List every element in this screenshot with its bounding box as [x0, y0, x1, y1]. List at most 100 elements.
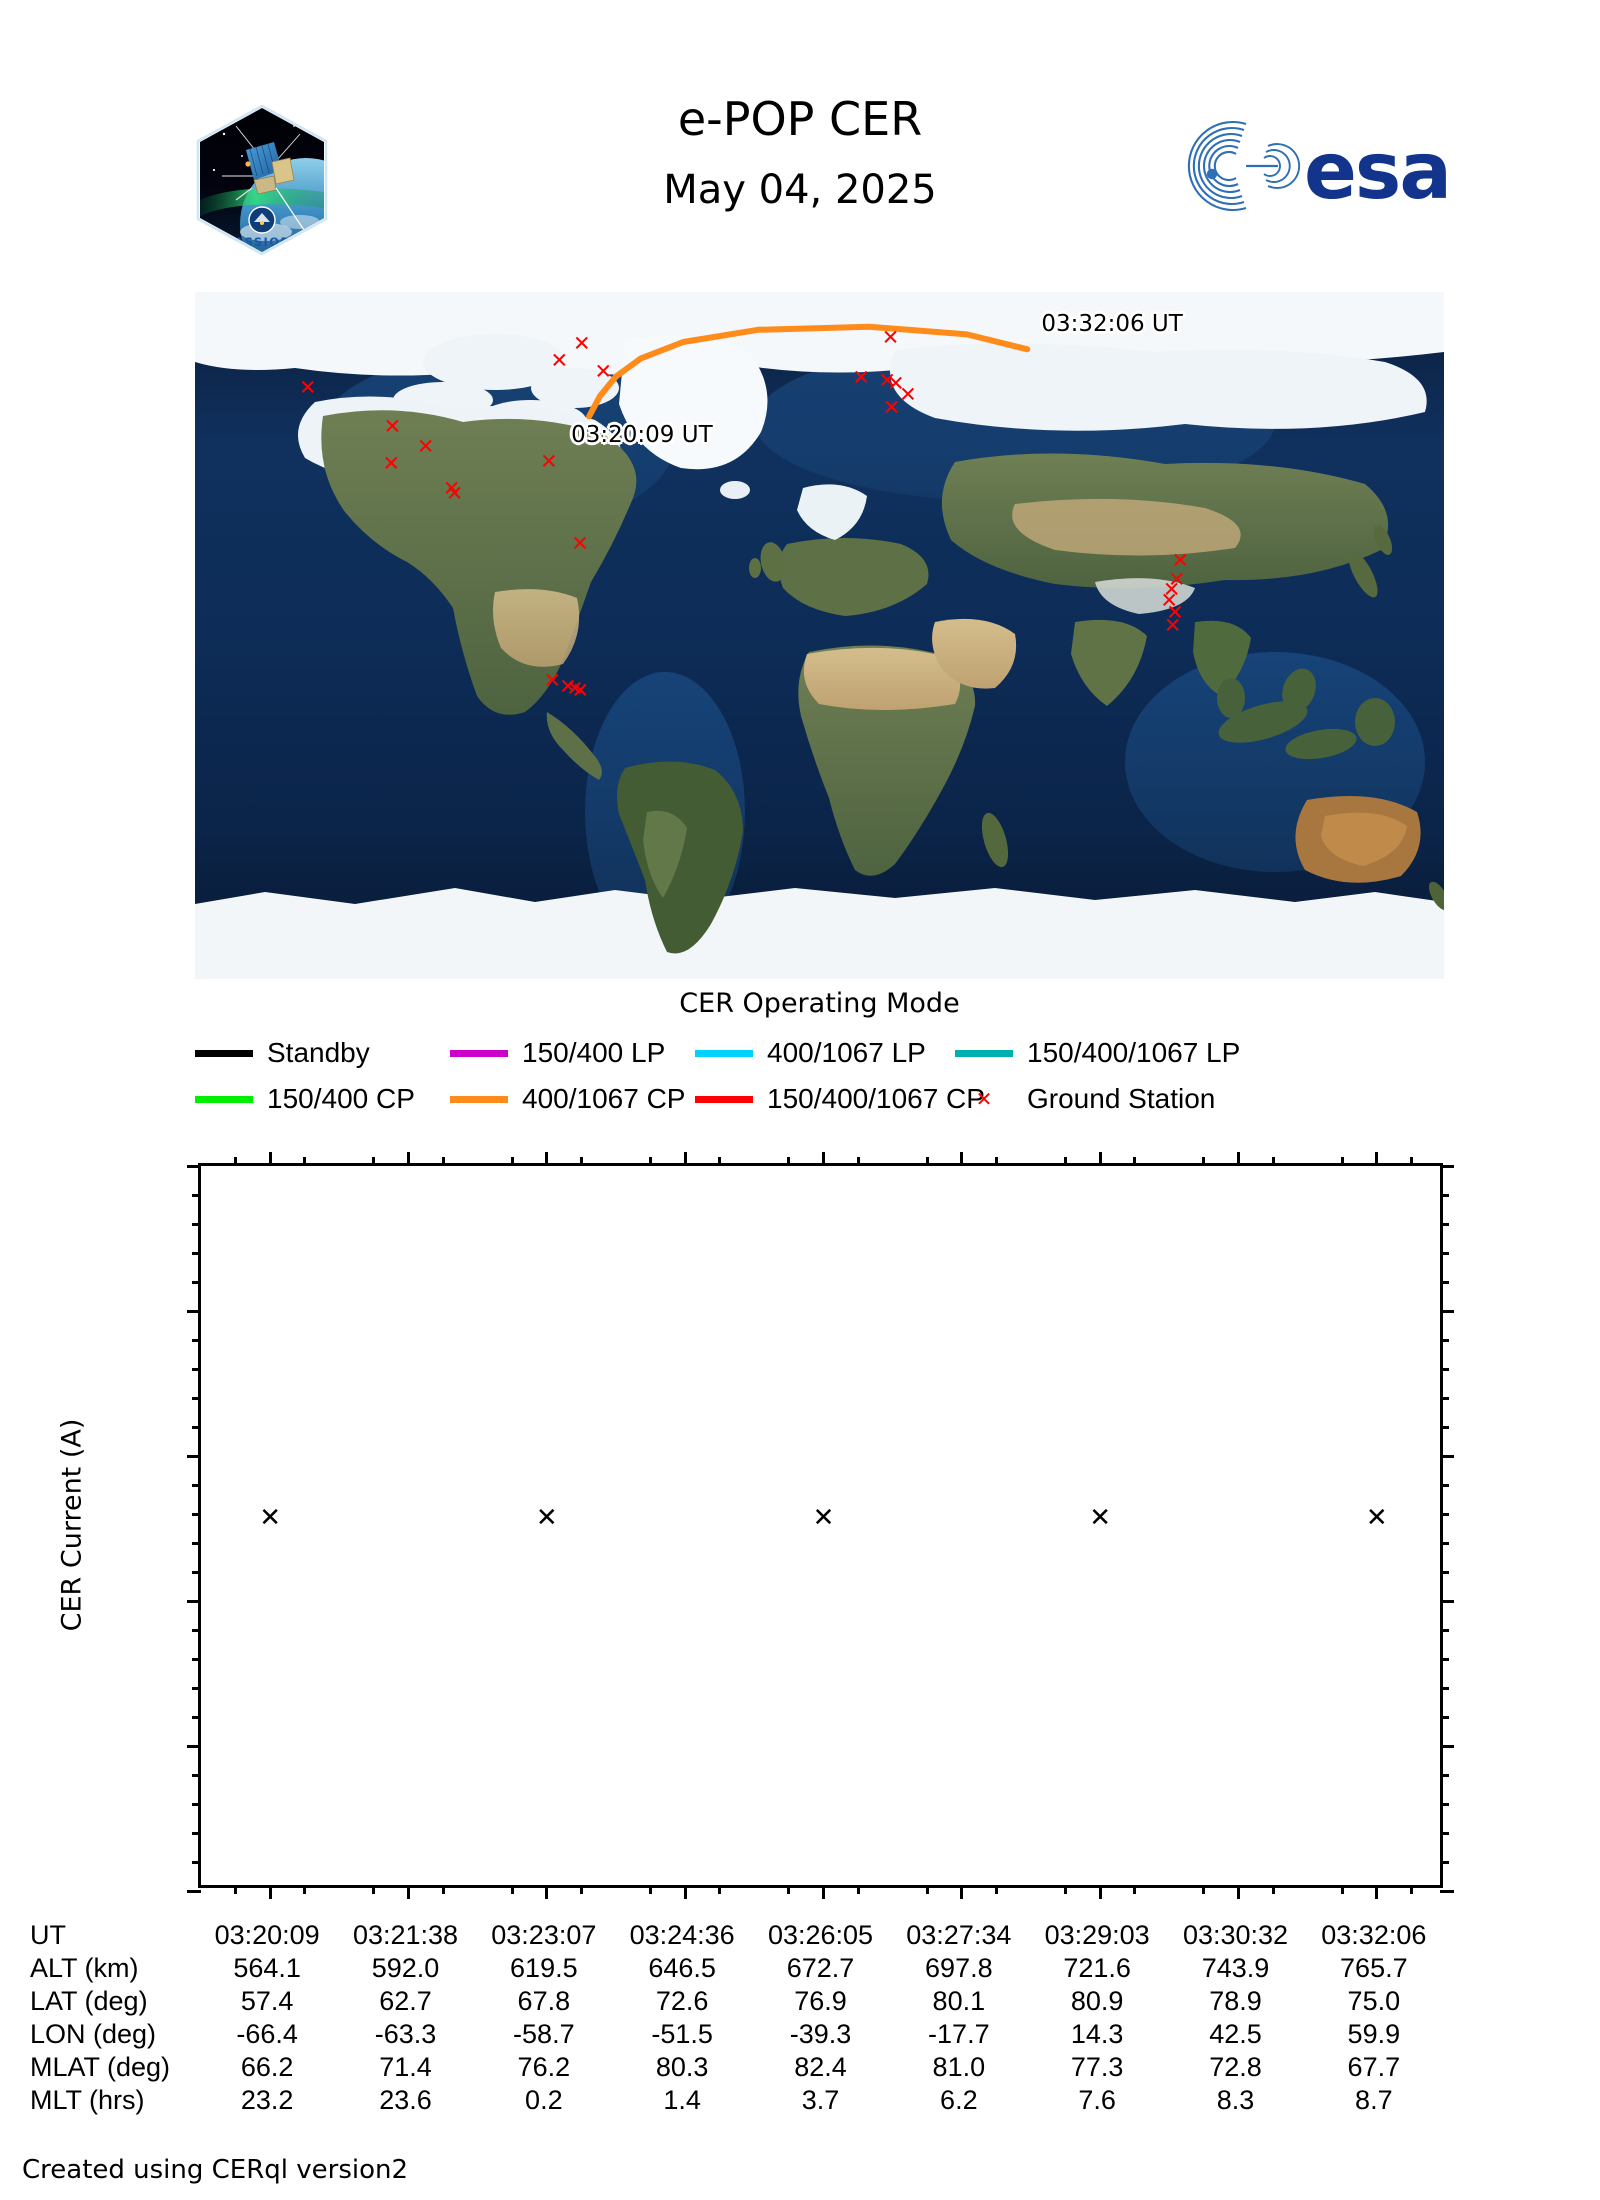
x-axis-minor-tick	[510, 1157, 514, 1166]
x-axis-minor-tick	[1409, 1885, 1413, 1894]
y-axis-minor-tick	[192, 1425, 201, 1429]
operating-mode-legend: Standby 150/400 LP 400/1067 LP 150/400/1067…	[195, 1032, 1460, 1124]
data-point-marker: ✕	[1089, 1501, 1112, 1532]
y-axis-minor-tick	[192, 1251, 201, 1255]
y-axis-minor-tick	[192, 1396, 201, 1400]
table-cell: 78.9	[1209, 1986, 1262, 2016]
y-axis-minor-tick	[192, 1367, 201, 1371]
table-row-label: LAT (deg)	[30, 1986, 148, 2016]
x-axis-minor-tick	[234, 1885, 238, 1894]
y-axis-major-tick	[187, 1164, 201, 1168]
x-axis-major-tick	[822, 1885, 825, 1899]
legend-entry-150-400-lp[interactable]: 150/400 LP	[450, 1032, 665, 1074]
ground-station-marker: ✕	[1162, 577, 1181, 602]
table-cell: 03:26:05	[767, 1920, 874, 1950]
legend-entry-400-1067-lp[interactable]: 400/1067 LP	[695, 1032, 926, 1074]
title-block: e-POP CER May 04, 2025	[400, 96, 1200, 210]
legend-color-swatch	[450, 1049, 508, 1057]
x-axis-minor-tick	[1202, 1157, 1206, 1166]
ground-station-marker: ✕	[298, 375, 317, 400]
cer-current-plot[interactable]: ✕ ✕ ✕ ✕ ✕	[187, 1152, 1454, 1899]
table-cell: 66.2	[240, 2052, 294, 2082]
y-axis-minor-tick	[1440, 1773, 1449, 1777]
table-cell: 76.9	[794, 1986, 847, 2016]
page-title: e-POP CER	[677, 92, 923, 146]
table-row-label: MLAT (deg)	[30, 2052, 171, 2082]
table-cell: -39.3	[789, 2019, 852, 2049]
table-cell: 6.2	[940, 2085, 978, 2115]
track-end-time-label: 03:32:06 UT	[1041, 311, 1183, 338]
x-axis-minor-tick	[441, 1157, 445, 1166]
x-axis-minor-tick	[1064, 1885, 1068, 1894]
table-cell: 03:21:38	[352, 1920, 459, 1950]
table-cell: 62.7	[379, 1986, 432, 2016]
table-cell: 03:23:07	[491, 1920, 597, 1950]
ground-station-marker: ✕	[445, 481, 464, 506]
legend-color-swatch	[195, 1049, 253, 1057]
legend-label: 150/400/1067 CP	[767, 1083, 985, 1114]
y-axis-major-tick	[187, 1454, 201, 1458]
table-cell: 672.7	[786, 1953, 855, 1983]
y-axis-minor-tick	[192, 1715, 201, 1719]
orbit-track	[586, 323, 1031, 420]
table-cell: 03:32:06	[1321, 1920, 1427, 1950]
table-row: MLT (hrs) 23.2 23.6 0.2 1.4 3.7 6.2 7.6 8.3 8.7	[0, 2085, 1600, 2118]
table-cell: 03:20:09	[214, 1920, 320, 1950]
x-axis-major-tick	[1237, 1885, 1240, 1899]
y-axis-minor-tick	[192, 1338, 201, 1342]
table-cell: 57.4	[240, 1986, 294, 2016]
ephemeris-data-table: UT 03:20:09 03:21:38 03:23:07 03:24:36 03:26:…	[0, 1920, 1600, 2118]
table-row: LAT (deg) 57.4 62.7 67.8 72.6 76.9 80.1 80.9 78.…	[0, 1986, 1600, 2019]
x-axis-minor-tick	[925, 1885, 929, 1894]
table-cell: 619.5	[510, 1953, 578, 1983]
legend-entry-150-400-1067-lp[interactable]: 150/400/1067 LP	[955, 1032, 1240, 1074]
table-cell: 76.2	[517, 2052, 571, 2082]
legend-entry-400-1067-cp[interactable]: 400/1067 CP	[450, 1078, 685, 1120]
y-axis-minor-tick	[192, 1541, 201, 1545]
x-axis-major-tick	[545, 1152, 549, 1166]
legend-entry-ground-station[interactable]: ✕ Ground Station	[955, 1078, 1216, 1120]
legend-entry-standby[interactable]: Standby	[195, 1032, 370, 1074]
table-cell: 75.0	[1347, 1986, 1401, 2016]
table-cell: 82.4	[794, 2052, 847, 2082]
table-cell: 42.5	[1209, 2019, 1262, 2049]
table-cell: 80.3	[655, 2052, 709, 2082]
table-cell: 1.4	[663, 2085, 701, 2115]
ground-station-marker: ✕	[543, 668, 562, 693]
y-axis-major-tick	[1440, 1599, 1454, 1603]
x-axis-minor-tick	[1340, 1157, 1344, 1166]
x-axis-minor-tick	[1271, 1885, 1275, 1894]
ground-station-marker: ✕	[566, 676, 584, 701]
x-axis-major-tick	[1237, 1152, 1240, 1166]
ground-station-marker: ✕	[1160, 588, 1179, 613]
y-axis-minor-tick	[1440, 1251, 1449, 1255]
ground-station-marker: ✕	[594, 359, 613, 384]
table-cell: 03:24:36	[629, 1920, 735, 1950]
world-map-panel[interactable]: 03:20:09 UT 03:32:06 UT ✕ ✕ ✕ ✕ ✕ ✕ ✕ ✕ ✕ ✕ ✕ ✕ ✕ ✕ ✕ ✕…	[195, 292, 1444, 979]
table-row-label: LON (deg)	[30, 2019, 157, 2049]
legend-row: 150/400 CP 400/1067 CP 150/400/1067 CP ✕ Gro…	[195, 1078, 1460, 1120]
table-cell: 646.5	[648, 1953, 716, 1983]
table-cell: 03:29:03	[1044, 1920, 1150, 1950]
ground-station-marker: ✕	[550, 348, 569, 373]
y-axis-minor-tick	[1440, 1425, 1449, 1429]
y-axis-major-tick	[1440, 1164, 1454, 1168]
x-axis-minor-tick	[303, 1885, 307, 1894]
y-axis-minor-tick	[1440, 1396, 1449, 1400]
y-axis-minor-tick	[192, 1512, 201, 1516]
y-axis-minor-tick	[192, 1773, 201, 1777]
y-axis-minor-tick	[1440, 1686, 1449, 1690]
x-axis-minor-tick	[1202, 1885, 1206, 1894]
y-axis-minor-tick	[192, 1657, 201, 1661]
x-axis-minor-tick	[718, 1885, 722, 1894]
ground-station-marker: ✕	[887, 371, 905, 396]
legend-entry-150-400-1067-cp[interactable]: 150/400/1067 CP	[695, 1078, 985, 1120]
esa-logo: esa	[1168, 112, 1464, 220]
y-axis-major-tick	[1440, 1454, 1454, 1458]
x-axis-major-tick	[960, 1152, 964, 1166]
map-overlay-layer: 03:20:09 UT 03:32:06 UT ✕ ✕ ✕ ✕ ✕ ✕ ✕ ✕ ✕ ✕ ✕ ✕ ✕ ✕ ✕ ✕…	[195, 292, 1444, 979]
legend-entry-150-400-cp[interactable]: 150/400 CP	[195, 1078, 415, 1120]
legend-color-swatch	[450, 1095, 508, 1103]
x-axis-minor-tick	[441, 1885, 445, 1894]
table-cell: 03:27:34	[906, 1920, 1012, 1950]
